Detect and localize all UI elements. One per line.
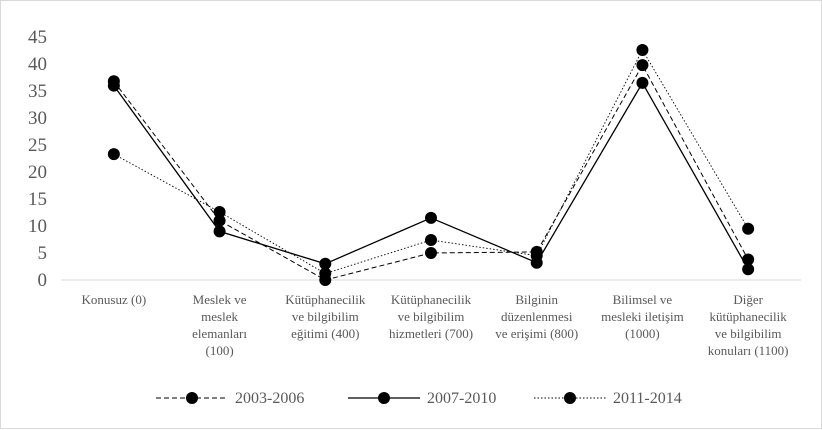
data-point bbox=[213, 214, 226, 227]
x-tick-label: Meslek ve meslek elemanları (100) bbox=[192, 292, 247, 358]
x-tick-label-line: ve bilgibilim bbox=[398, 309, 465, 324]
x-tick-label-line: mesleki iletişim bbox=[601, 309, 684, 324]
legend-item: 2007-2010 bbox=[348, 390, 496, 407]
x-tick-label-line: ve erişimi (800) bbox=[495, 326, 578, 341]
y-tick-label: 40 bbox=[28, 54, 47, 75]
y-tick-label: 15 bbox=[28, 189, 47, 210]
data-point bbox=[213, 205, 226, 218]
x-tick-label-line: Bilginin bbox=[515, 292, 558, 307]
x-axis-ticks: Konusuz (0) Meslek ve meslek elemanları (100… bbox=[82, 292, 789, 358]
y-tick-label: 25 bbox=[28, 135, 47, 156]
x-tick-label-line: konuları (1100) bbox=[708, 343, 789, 358]
x-tick-label: Bilimsel ve mesleki iletişim (1000) bbox=[601, 292, 684, 341]
y-tick-label: 20 bbox=[28, 162, 47, 183]
data-point bbox=[107, 79, 120, 92]
y-tick-label: 30 bbox=[28, 108, 47, 129]
legend-marker bbox=[378, 392, 390, 404]
data-point bbox=[319, 267, 332, 280]
y-tick-label: 35 bbox=[28, 81, 47, 102]
data-point bbox=[107, 148, 120, 161]
data-point bbox=[742, 253, 755, 266]
series-2011-2014 bbox=[107, 43, 755, 280]
x-tick-label-line: Meslek ve bbox=[193, 292, 247, 307]
x-tick-label: Kütüphanecilik ve bilgibilim hizmetleri (7… bbox=[389, 292, 473, 341]
data-point bbox=[530, 249, 543, 262]
x-tick-label-line: meslek bbox=[201, 309, 238, 324]
x-tick-label: Bilginin düzenlenmesi ve erişimi (800) bbox=[495, 292, 578, 341]
series-group bbox=[107, 43, 755, 286]
data-point bbox=[425, 211, 437, 224]
y-tick-label: 45 bbox=[28, 27, 47, 48]
data-point bbox=[319, 257, 332, 270]
x-tick-label-line: ve bilgibilim bbox=[715, 326, 782, 341]
x-tick-label-line: Bilimsel ve bbox=[613, 292, 673, 307]
legend: 2003-2006 2007-2010 2011-2014 bbox=[156, 390, 682, 407]
x-tick-label: Konusuz (0) bbox=[82, 292, 147, 307]
x-tick-label-line: kütüphanecilik bbox=[710, 309, 788, 324]
data-point bbox=[636, 76, 649, 89]
x-tick-label-line: Konusuz (0) bbox=[82, 292, 147, 307]
x-tick-label-line: elemanları bbox=[192, 326, 247, 341]
legend-marker bbox=[564, 392, 576, 404]
x-tick-label-line: Diğer bbox=[733, 292, 763, 307]
data-point bbox=[213, 225, 226, 238]
data-point bbox=[425, 234, 437, 247]
data-point bbox=[636, 59, 649, 72]
legend-item: 2011-2014 bbox=[534, 390, 682, 407]
x-tick-label-line: düzenlenmesi bbox=[501, 309, 573, 324]
x-tick-label-line: ve bilgibilim bbox=[292, 309, 359, 324]
legend-label: 2007-2010 bbox=[427, 390, 496, 407]
y-tick-label: 0 bbox=[38, 270, 48, 291]
x-tick-label-line: Kütüphanecilik bbox=[391, 292, 472, 307]
x-tick-label-line: hizmetleri (700) bbox=[389, 326, 473, 341]
legend-label: 2011-2014 bbox=[613, 390, 682, 407]
legend-marker bbox=[186, 392, 198, 404]
data-point bbox=[636, 43, 649, 56]
data-point bbox=[742, 263, 755, 276]
x-tick-label: Kütüphanecilik ve bilgibilim eğitimi (400) bbox=[285, 292, 366, 341]
y-axis-ticks: 0 5 10 15 20 25 30 35 40 45 bbox=[28, 27, 47, 291]
x-tick-label-line: (1000) bbox=[625, 326, 660, 341]
series-2003-2006 bbox=[107, 59, 755, 286]
data-point bbox=[425, 247, 437, 259]
legend-label: 2003-2006 bbox=[235, 390, 304, 407]
x-tick-label-line: (100) bbox=[205, 343, 233, 358]
x-tick-label: Diğer kütüphanecilik ve bilgibilim konuları… bbox=[708, 292, 789, 358]
x-tick-label-line: eğitimi (400) bbox=[291, 326, 359, 341]
x-tick-label-line: Kütüphanecilik bbox=[285, 292, 366, 307]
data-point bbox=[742, 222, 755, 235]
y-tick-label: 10 bbox=[28, 216, 47, 237]
legend-item: 2003-2006 bbox=[156, 390, 304, 407]
y-tick-label: 5 bbox=[38, 243, 48, 264]
